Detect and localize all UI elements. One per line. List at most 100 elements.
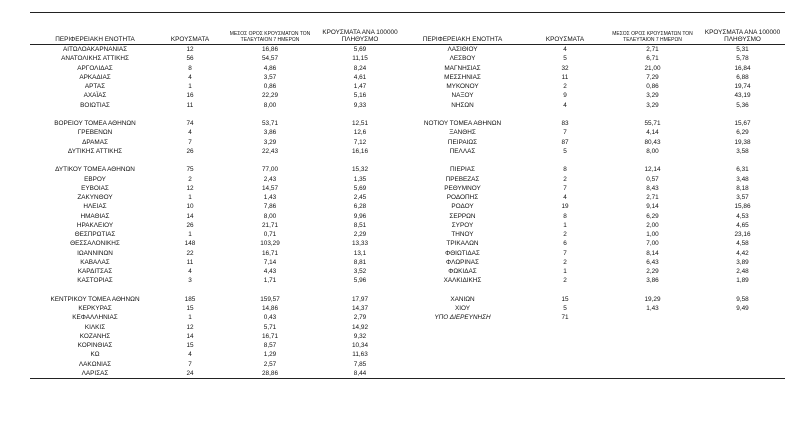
region: ΤΡΙΚΑΛΩΝ <box>446 240 479 248</box>
avg-7-days: 21,00 <box>644 64 661 72</box>
avg-7-days: 53,71 <box>262 120 278 127</box>
avg-7-days: 8,00 <box>263 101 277 109</box>
per-100k: 2,79 <box>353 314 367 322</box>
avg-7-days: 8,00 <box>646 147 659 155</box>
avg-7-days: 9,14 <box>646 203 659 211</box>
empty-cell <box>605 110 700 119</box>
cases: 5 <box>563 147 567 155</box>
avg-7-days: 8,57 <box>263 342 277 349</box>
empty-cell <box>605 341 700 350</box>
empty-cell <box>160 286 220 295</box>
per-100k: 9,96 <box>353 212 367 220</box>
avg-7-days: 7,00 <box>646 240 659 248</box>
per-100k: 23,16 <box>734 231 751 238</box>
per-100k: 16,84 <box>734 64 751 72</box>
cases: 24 <box>186 369 194 377</box>
empty-cell <box>700 332 785 341</box>
cases: 12 <box>186 46 194 53</box>
empty-cell <box>400 286 525 295</box>
region: ΦΩΚΙΔΑΣ <box>448 268 477 275</box>
empty-cell <box>700 323 785 332</box>
per-100k: 6,29 <box>736 129 749 137</box>
per-100k: 1,89 <box>736 277 749 285</box>
per-100k: 9,58 <box>736 295 749 303</box>
per-100k: 9,33 <box>353 101 367 109</box>
region: ΠΕΛΛΑΣ <box>449 147 476 155</box>
empty-cell <box>160 110 220 119</box>
per-100k: 5,16 <box>353 92 367 100</box>
per-100k: 11,15 <box>352 55 368 63</box>
per-100k: 15,86 <box>734 203 751 211</box>
empty-cell <box>30 286 160 295</box>
cases: 7 <box>563 129 567 137</box>
per-100k: 8,24 <box>353 64 367 72</box>
empty-cell <box>700 341 785 350</box>
per-100k: 6,28 <box>353 203 367 211</box>
region: ΝΑΞΟΥ <box>451 92 474 100</box>
region: ΑΡΚΑΔΙΑΣ <box>79 73 111 81</box>
cases: 74 <box>186 120 194 127</box>
region: ΑΙΤΩΛΟΑΚΑΡΝΑΝΙΑΣ <box>62 46 128 53</box>
avg-7-days: 159,57 <box>260 295 280 303</box>
region: ΗΡΑΚΛΕΙΟΥ <box>76 221 114 229</box>
per-100k: 2,29 <box>353 231 367 238</box>
region: ΔΥΤΙΚΟΥ ΤΟΜΕΑ ΑΘΗΝΩΝ <box>55 166 135 174</box>
table-row: ΚΑΒΑΛΑΣ 11 7,14 8,81 ΦΛΩΡΙΝΑΣ 2 6,43 3,89 <box>30 258 785 267</box>
empty-cell <box>525 341 605 350</box>
cases: 4 <box>563 101 567 109</box>
region: ΑΝΑΤΟΛΙΚΗΣ ΑΤΤΙΚΗΣ <box>61 55 129 63</box>
region: ΕΥΒΟΙΑΣ <box>81 184 109 192</box>
avg-7-days: 3,29 <box>646 92 659 100</box>
table-row: ΚΑΣΤΟΡΙΑΣ 3 1,71 5,96 ΧΑΛΚΙΔΙΚΗΣ 2 3,86 1,89 <box>30 276 785 285</box>
region: ΠΙΕΡΙΑΣ <box>450 166 475 174</box>
region: ΣΥΡΟΥ <box>451 221 474 229</box>
cases: 11 <box>186 101 194 109</box>
per-100k: 9,32 <box>353 332 367 340</box>
empty-cell <box>605 332 700 341</box>
empty-cell <box>700 313 785 322</box>
avg-7-days: 22,43 <box>262 147 278 155</box>
avg-7-days: 77,00 <box>262 166 278 174</box>
region: ΚΕΡΚΥΡΑΣ <box>78 305 112 312</box>
table-row: ΑΡΓΟΛΙΔΑΣ 8 4,86 8,24 ΜΑΓΝΗΣΙΑΣ 32 21,00 16,84 <box>30 64 785 73</box>
per-100k: 5,78 <box>736 55 749 63</box>
per-100k: 5,31 <box>736 46 749 53</box>
cases: 1 <box>563 221 567 229</box>
avg-7-days: 3,57 <box>263 73 277 81</box>
per-100k: 5,96 <box>353 277 367 285</box>
empty-cell <box>525 369 605 379</box>
table-row: ΖΑΚΥΝΘΟΥ 1 1,43 2,45 ΡΟΔΟΠΗΣ 4 2,71 3,57 <box>30 193 785 202</box>
avg-7-days: 2,29 <box>646 268 659 275</box>
region: ΚΕΝΤΡΙΚΟΥ ΤΟΜΕΑ ΑΘΗΝΩΝ <box>50 295 140 303</box>
empty-cell <box>605 313 700 322</box>
table-row: ΑΙΤΩΛΟΑΚΑΡΝΑΝΙΑΣ 12 16,86 5,69 ΛΑΣΙΘΙΟΥ 4 2,71… <box>30 45 785 55</box>
cases: 7 <box>563 249 567 257</box>
region: ΜΥΚΟΝΟΥ <box>446 83 479 90</box>
per-100k: 4,42 <box>736 249 749 257</box>
per-100k: 14,92 <box>352 323 368 331</box>
cases: 4 <box>563 194 567 201</box>
table-row: ΒΟΙΩΤΙΑΣ 11 8,00 9,33 ΝΗΣΩΝ 4 3,29 5,36 <box>30 101 785 110</box>
cases: 1 <box>188 194 192 201</box>
table-row: ΗΛΕΙΑΣ 10 7,86 6,28 ΡΟΔΟΥ 19 9,14 15,86 <box>30 202 785 211</box>
cases: 4 <box>563 46 567 53</box>
cases: 32 <box>561 64 569 72</box>
region: ΑΧΑΪΑΣ <box>83 92 107 100</box>
cases: 56 <box>186 55 194 63</box>
cases: 7 <box>188 360 192 368</box>
region: ΛΑΣΙΘΙΟΥ <box>447 46 478 53</box>
region: ΥΠΟ ΔΙΕΡΕΥΝΗΣΗ <box>434 314 491 322</box>
table-row: ΚΕΡΚΥΡΑΣ 15 14,86 14,37 ΧΙΟΥ 5 1,43 9,49 <box>30 304 785 313</box>
per-100k: 8,81 <box>353 258 367 266</box>
region: ΔΡΑΜΑΣ <box>82 138 108 146</box>
region: ΤΗΝΟΥ <box>451 231 474 238</box>
avg-7-days: 7,86 <box>263 203 277 211</box>
column-header: ΠΕΡΙΦΕΡΕΙΑΚΗ ΕΝΟΤΗΤΑ <box>400 12 525 45</box>
empty-cell <box>220 156 320 165</box>
cases: 22 <box>186 249 194 257</box>
table-row: ΑΡΚΑΔΙΑΣ 4 3,57 4,61 ΜΕΣΣΗΝΙΑΣ 11 7,29 6,88 <box>30 73 785 82</box>
empty-cell <box>605 369 700 379</box>
region: ΛΑΡΙΣΑΣ <box>81 369 109 377</box>
avg-7-days: 14,57 <box>262 184 278 192</box>
column-header: ΚΡΟΥΣΜΑΤΑ <box>160 12 220 45</box>
